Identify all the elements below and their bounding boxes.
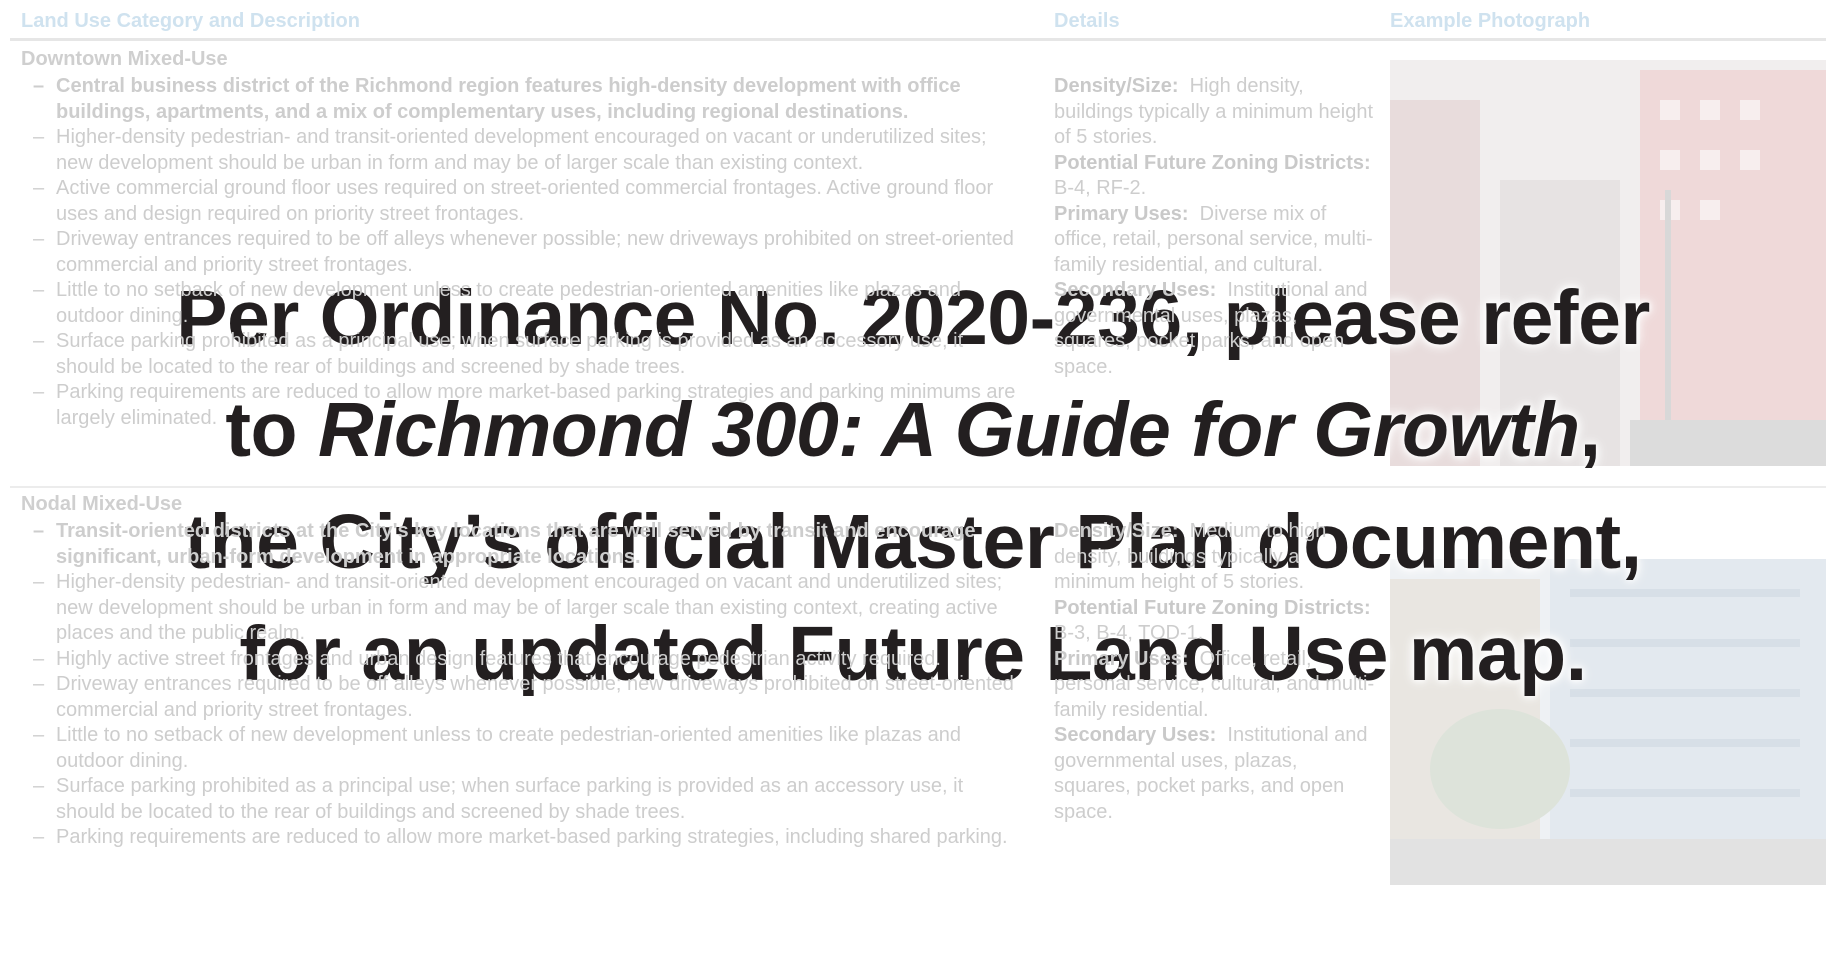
detail-item: Potential Future Zoning Districts: B-3, … xyxy=(1054,596,1379,647)
details: Density/Size: Medium to high density, bu… xyxy=(1054,519,1379,825)
bullet: Higher-density pedestrian- and transit-o… xyxy=(21,570,1026,647)
bullet: Parking requirements are reduced to allo… xyxy=(21,380,1026,431)
bullet: Little to no setback of new development … xyxy=(21,723,1026,774)
detail-label: Density/Size: xyxy=(1054,75,1178,97)
detail-label: Potential Future Zoning Districts: xyxy=(1054,152,1371,174)
bullet: Driveway entrances required to be off al… xyxy=(21,672,1026,723)
category-title: Downtown Mixed-Use xyxy=(21,48,228,71)
detail-label: Secondary Uses: xyxy=(1054,724,1216,746)
bullet: Driveway entrances required to be off al… xyxy=(21,227,1026,278)
detail-item: Density/Size: Medium to high density, bu… xyxy=(1054,519,1379,596)
bullet: Surface parking prohibited as a principa… xyxy=(21,329,1026,380)
category-title: Nodal Mixed-Use xyxy=(21,493,182,516)
bullet: Active commercial ground floor uses requ… xyxy=(21,176,1026,227)
detail-item: Primary Uses: Diverse mix of office, ret… xyxy=(1054,202,1379,279)
bullet: Central business district of the Richmon… xyxy=(21,74,1026,125)
page: Land Use Category and Description Detail… xyxy=(0,0,1826,956)
detail-item: Density/Size: High density, buildings ty… xyxy=(1054,74,1379,151)
column-header: Example Photograph xyxy=(1390,10,1590,33)
bullet: Surface parking prohibited as a principa… xyxy=(21,774,1026,825)
detail-item: Secondary Uses: Institutional and govern… xyxy=(1054,723,1379,825)
detail-text: B-4, RF-2. xyxy=(1054,177,1146,199)
bullet: Transit-oriented districts at the City's… xyxy=(21,519,1026,570)
details: Density/Size: High density, buildings ty… xyxy=(1054,74,1379,380)
bullet: Higher-density pedestrian- and transit-o… xyxy=(21,125,1026,176)
detail-item: Primary Uses: Office, retail, personal s… xyxy=(1054,647,1379,724)
bullet: Highly active street frontages and urban… xyxy=(21,647,1026,673)
bullet-list: Transit-oriented districts at the City's… xyxy=(21,519,1026,851)
column-header: Details xyxy=(1054,10,1120,33)
detail-item: Secondary Uses: Institutional and govern… xyxy=(1054,278,1379,380)
detail-label: Density/Size: xyxy=(1054,520,1178,542)
detail-label: Potential Future Zoning Districts: xyxy=(1054,597,1371,619)
detail-label: Primary Uses: xyxy=(1054,203,1189,225)
detail-text: B-3, B-4, TOD-1. xyxy=(1054,622,1203,644)
bullet: Parking requirements are reduced to allo… xyxy=(21,825,1026,851)
detail-label: Secondary Uses: xyxy=(1054,279,1216,301)
bullet-list: Central business district of the Richmon… xyxy=(21,74,1026,431)
notice-text: , xyxy=(1580,387,1601,473)
detail-item: Potential Future Zoning Districts: B-4, … xyxy=(1054,151,1379,202)
header-rule xyxy=(10,38,1826,41)
bullet: Little to no setback of new development … xyxy=(21,278,1026,329)
detail-label: Primary Uses: xyxy=(1054,648,1189,670)
column-header: Land Use Category and Description xyxy=(21,10,360,33)
